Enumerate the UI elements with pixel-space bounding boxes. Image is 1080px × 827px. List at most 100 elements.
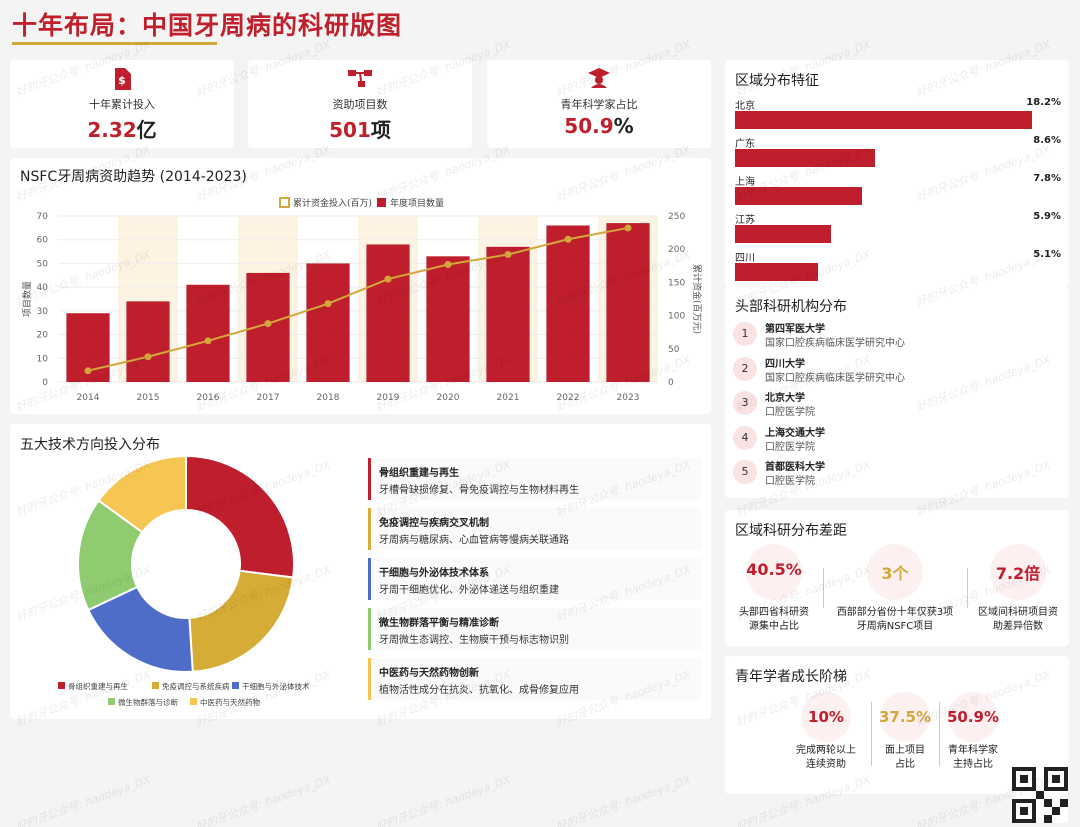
institution-item: 1 第四军医大学 国家口腔疾病临床医学研究中心: [733, 318, 1053, 350]
bar: [186, 284, 230, 382]
gap-item: 40.5% 头部四省科研资 源集中占比: [731, 544, 817, 644]
line-point: [84, 367, 92, 375]
stat-desc: 牙周病NSFC项目: [856, 621, 934, 632]
divider: [823, 568, 824, 608]
network-icon: [248, 68, 472, 88]
y-tick-label: 20: [37, 331, 49, 341]
region-name: 江苏: [735, 215, 755, 226]
stat-desc: 主持占比: [953, 759, 993, 770]
stat-value: 37.5%: [878, 708, 932, 726]
pie-slice: [188, 569, 295, 673]
y2-tick-label: 200: [668, 245, 685, 255]
institution-name: 首都医科大学: [765, 462, 825, 473]
tech-item: 微生物群落平衡与精准诊断 牙周微生态调控、生物膜干预与标志物识别: [368, 608, 702, 650]
region-bar: [735, 111, 1032, 129]
trend-chart-title: NSFC牙周病资助趋势 (2014-2023): [20, 169, 247, 185]
money-document-icon: $: [10, 68, 234, 90]
y-tick-label: 0: [42, 378, 48, 388]
line-point: [264, 320, 272, 328]
line-point: [564, 235, 572, 243]
region-percent: 5.1%: [1033, 249, 1061, 260]
institution-sub: 国家口腔疾病临床医学研究中心: [765, 338, 905, 349]
y2-axis-label: 累计资金(百万元): [691, 264, 703, 334]
line-point: [384, 275, 392, 283]
stat-desc: 头部四省科研资: [739, 607, 809, 618]
x-tick-label: 2019: [377, 393, 400, 403]
bar: [546, 225, 590, 382]
stat-card-youth: 青年科学家占比 50.9%: [487, 60, 711, 148]
stat-value: 501项: [329, 118, 391, 142]
y-tick-label: 60: [37, 236, 49, 246]
pie-legend-label: 中医药与天然药物: [200, 697, 260, 707]
svg-text:$: $: [118, 74, 126, 87]
legend-label-line: 累计资金投入(百万): [293, 197, 372, 209]
stat-value: 3个: [881, 564, 909, 583]
youth-card: 青年学者成长阶梯 10% 完成两轮以上 连续资助 37.5% 面上项目 占比 50.9% 青年…: [725, 656, 1069, 794]
gap-item: 7.2倍 区域间科研项目资 助差异倍数: [973, 544, 1063, 644]
x-tick-label: 2018: [317, 393, 340, 403]
youth-title: 青年学者成长阶梯: [735, 669, 847, 685]
pie-legend-label: 免疫调控与系统疾病: [162, 681, 230, 691]
x-tick-label: 2021: [497, 393, 520, 403]
stat-label: 资助项目数: [332, 98, 388, 111]
value-circle: [746, 544, 802, 600]
stat-card-projects: 资助项目数 501项: [248, 60, 472, 148]
region-bar: [735, 187, 863, 205]
stat-label: 青年科学家占比: [560, 98, 638, 111]
pie-slice: [97, 454, 187, 534]
region-bar: [735, 149, 876, 167]
institution-card: 头部科研机构分布 1 第四军医大学 国家口腔疾病临床医学研究中心 2 四川大学 国家口腔疾…: [725, 286, 1069, 498]
legend-swatch-bar: [377, 198, 386, 207]
x-tick-label: 2016: [197, 393, 220, 403]
bar: [426, 256, 470, 382]
y2-tick-label: 0: [668, 378, 674, 388]
rank-badge: 4: [733, 425, 757, 450]
stat-desc: 占比: [895, 759, 915, 770]
legend-swatch-line: [279, 197, 290, 208]
tech-item-title: 中医药与天然药物创新: [379, 668, 479, 679]
pie-legend-swatch: [152, 682, 159, 689]
title-underline: [12, 42, 217, 45]
stat-value: 7.2倍: [995, 564, 1041, 583]
region-bar: [735, 225, 832, 243]
line-series: [87, 226, 629, 372]
line-point: [624, 224, 632, 232]
trend-chart-card: NSFC牙周病资助趋势 (2014-2023) 0 10 20 30 40 50 60 70 0…: [10, 158, 711, 414]
stat-desc: 连续资助: [806, 759, 846, 770]
tech-item-desc: 牙周病与糖尿病、心血管病等慢病关联通路: [379, 535, 569, 546]
region-percent: 7.8%: [1033, 173, 1061, 184]
line-point: [144, 353, 152, 361]
divider: [871, 702, 872, 766]
pie-legend-swatch: [232, 682, 239, 689]
watermark: 好的牙公众号: haodeya_DX: [374, 773, 513, 827]
pie-slice: [185, 454, 295, 579]
institution-name: 上海交通大学: [765, 427, 825, 439]
qr-code-image: [1012, 767, 1068, 823]
watermark: 好的牙公众号: haodeya_DX: [554, 773, 693, 827]
institution-name: 四川大学: [765, 358, 805, 370]
x-tick-label: 2017: [257, 393, 280, 403]
stat-desc: 区域间科研项目资: [978, 607, 1058, 618]
institution-sub: 口腔医学院: [765, 476, 815, 487]
institution-sub: 口腔医学院: [765, 407, 815, 418]
rank-badge: 2: [733, 356, 757, 381]
pie-legend-label: 骨组织重建与再生: [68, 681, 128, 691]
rank-badge: 1: [733, 322, 757, 346]
pie-legend-label: 干细胞与外泌体技术: [242, 681, 310, 691]
graduate-icon: [487, 68, 711, 88]
tech-item-desc: 牙周微生态调控、生物膜干预与标志物识别: [379, 635, 569, 646]
x-tick-label: 2023: [617, 393, 640, 403]
tech-title: 五大技术方向投入分布: [20, 437, 160, 453]
y-tick-label: 40: [37, 283, 49, 293]
region-name: 北京: [735, 101, 755, 112]
line-point: [444, 260, 452, 268]
line-point: [204, 337, 212, 345]
tech-item-desc: 牙槽骨缺损修复、骨免疫调控与生物材料再生: [379, 485, 579, 496]
stat-value: 2.32亿: [87, 118, 157, 142]
watermark: 好的牙公众号: haodeya_DX: [194, 773, 333, 827]
institution-item: 5 首都医科大学 口腔医学院: [733, 456, 1053, 488]
stat-value: 50.9%: [946, 708, 1000, 726]
pie-legend-swatch: [190, 698, 197, 705]
institution-name: 北京大学: [765, 393, 805, 404]
stat-value: 50.9%: [564, 114, 634, 138]
